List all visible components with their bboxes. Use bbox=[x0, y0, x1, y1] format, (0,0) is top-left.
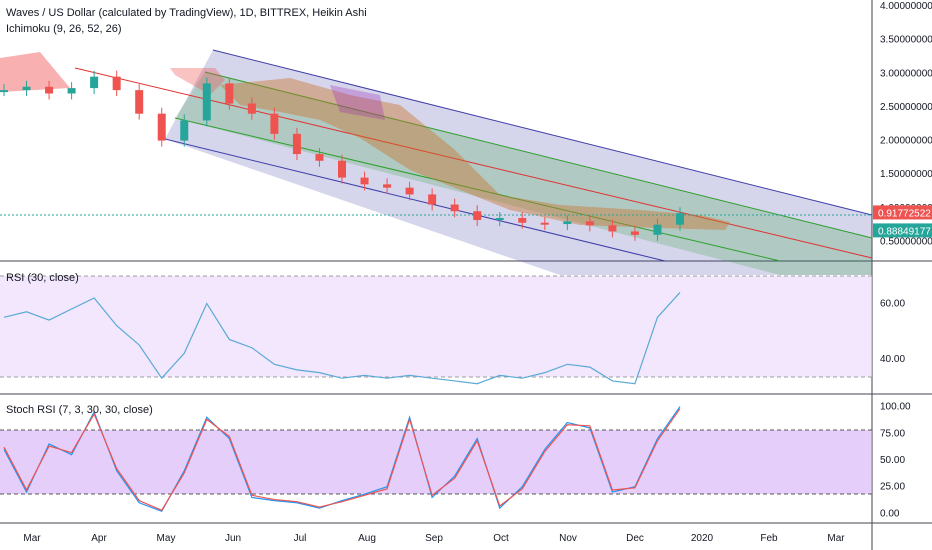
rsi-band bbox=[0, 276, 872, 377]
price-candle bbox=[135, 90, 144, 114]
channel-lower-line bbox=[164, 138, 666, 262]
rsi-tick-label: 40.00 bbox=[880, 354, 905, 365]
time-axis: Mar Apr May Jun Jul Aug Sep Oct Nov Dec 2020 Feb Mar bbox=[23, 533, 845, 544]
rsi-pane-label: RSI (30, close) bbox=[6, 272, 79, 284]
price-candle bbox=[360, 177, 369, 185]
stoch-tick-label: 75.00 bbox=[880, 428, 905, 439]
chart-title: Waves / US Dollar (calculated by Trading… bbox=[6, 7, 367, 19]
stoch-line-k bbox=[3, 406, 681, 513]
time-tick-label: 2020 bbox=[691, 533, 714, 544]
price-tick-label: 1.50000000 bbox=[880, 169, 932, 180]
price-candle bbox=[495, 217, 504, 221]
price-candle bbox=[45, 86, 54, 94]
price-tick-label: 4.00000000 bbox=[880, 1, 932, 12]
prev-price-tag-label: 0.88849177 bbox=[878, 226, 931, 237]
price-candle bbox=[22, 86, 31, 91]
prev-price-tag bbox=[873, 223, 932, 238]
ichimoku-cloud bbox=[0, 52, 730, 230]
price-tick-label: 0.50000000 bbox=[880, 237, 932, 248]
price-marks bbox=[0, 70, 684, 241]
channel-inner-upper-line bbox=[204, 71, 873, 239]
time-tick-label: Aug bbox=[358, 533, 376, 544]
rsi-line bbox=[3, 292, 681, 385]
price-candle bbox=[383, 184, 392, 188]
time-tick-label: Feb bbox=[760, 533, 778, 544]
price-candle bbox=[315, 154, 324, 161]
price-candle bbox=[292, 133, 301, 155]
rsi-axis: 60.00 40.00 bbox=[880, 298, 905, 364]
price-tick-label: 3.00000000 bbox=[880, 68, 932, 79]
stoch-axis: 100.00 75.00 50.00 25.00 0.00 bbox=[880, 402, 911, 520]
channel-upper-line bbox=[212, 49, 873, 216]
stoch-tick-label: 50.00 bbox=[880, 455, 905, 466]
price-candle bbox=[202, 83, 211, 121]
price-candle bbox=[585, 221, 594, 226]
stoch-band bbox=[0, 430, 872, 494]
time-tick-label: Mar bbox=[23, 533, 41, 544]
price-tick-label: 2.50000000 bbox=[880, 102, 932, 113]
rsi-marks bbox=[3, 292, 681, 385]
price-candle bbox=[338, 160, 346, 178]
channel-inner-band bbox=[175, 72, 872, 275]
price-candle bbox=[90, 76, 99, 89]
price-candle bbox=[428, 194, 437, 205]
price-candle bbox=[608, 225, 617, 232]
price-candle bbox=[563, 221, 572, 225]
time-tick-label: May bbox=[157, 533, 176, 544]
price-axis: 4.00000000 3.50000000 3.00000000 2.50000000… bbox=[873, 1, 932, 248]
stoch-marks bbox=[3, 406, 681, 513]
time-tick-label: Apr bbox=[91, 533, 107, 544]
time-tick-label: Sep bbox=[425, 533, 443, 544]
price-candle bbox=[630, 231, 639, 235]
time-tick-label: Mar bbox=[827, 533, 845, 544]
price-candle bbox=[67, 88, 76, 94]
stoch-line-d bbox=[3, 408, 681, 511]
price-candle bbox=[0, 90, 8, 93]
stoch-tick-label: 0.00 bbox=[880, 508, 900, 519]
price-candle bbox=[450, 204, 459, 212]
price-candle bbox=[270, 113, 279, 134]
price-tick-label: 3.50000000 bbox=[880, 35, 932, 46]
price-candle bbox=[473, 211, 482, 221]
price-candle bbox=[157, 113, 166, 141]
price-candle bbox=[540, 222, 549, 225]
time-tick-label: Jul bbox=[294, 533, 307, 544]
price-candle bbox=[518, 217, 527, 223]
last-price-tag-label: 0.91772522 bbox=[878, 208, 931, 219]
price-candle bbox=[180, 120, 189, 141]
price-candle bbox=[247, 103, 256, 114]
price-candle bbox=[112, 76, 121, 91]
stoch-tick-label: 100.00 bbox=[880, 402, 911, 413]
time-tick-label: Oct bbox=[493, 533, 509, 544]
price-candle bbox=[405, 187, 414, 195]
price-candle bbox=[653, 224, 662, 235]
stoch-tick-label: 25.00 bbox=[880, 482, 905, 493]
time-tick-label: Nov bbox=[559, 533, 577, 544]
time-tick-label: Dec bbox=[626, 533, 644, 544]
price-candle bbox=[225, 83, 234, 104]
stoch-pane-label: Stoch RSI (7, 3, 30, 30, close) bbox=[6, 404, 153, 416]
ichimoku-label: Ichimoku (9, 26, 52, 26) bbox=[6, 23, 122, 35]
last-price-tag bbox=[873, 205, 932, 220]
price-tick-label: 2.00000000 bbox=[880, 136, 932, 147]
time-tick-label: Jun bbox=[225, 533, 241, 544]
price-candle bbox=[676, 213, 684, 225]
channel-inner-lower-line bbox=[174, 117, 781, 262]
rsi-tick-label: 60.00 bbox=[880, 298, 905, 309]
